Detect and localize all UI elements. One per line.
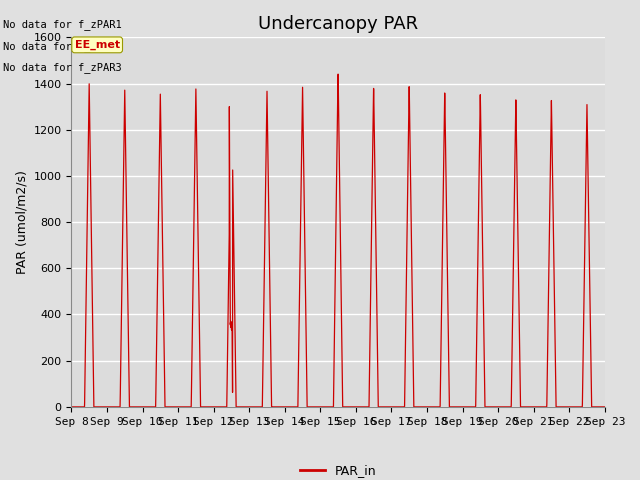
Text: No data for f_zPAR3: No data for f_zPAR3 xyxy=(3,62,122,73)
Legend: PAR_in: PAR_in xyxy=(295,459,381,480)
Text: EE_met: EE_met xyxy=(75,40,120,50)
Text: No data for f_zPAR1: No data for f_zPAR1 xyxy=(3,19,122,30)
Y-axis label: PAR (umol/m2/s): PAR (umol/m2/s) xyxy=(15,170,28,274)
Title: Undercanopy PAR: Undercanopy PAR xyxy=(258,15,418,33)
Text: No data for f_zPAR2: No data for f_zPAR2 xyxy=(3,41,122,52)
